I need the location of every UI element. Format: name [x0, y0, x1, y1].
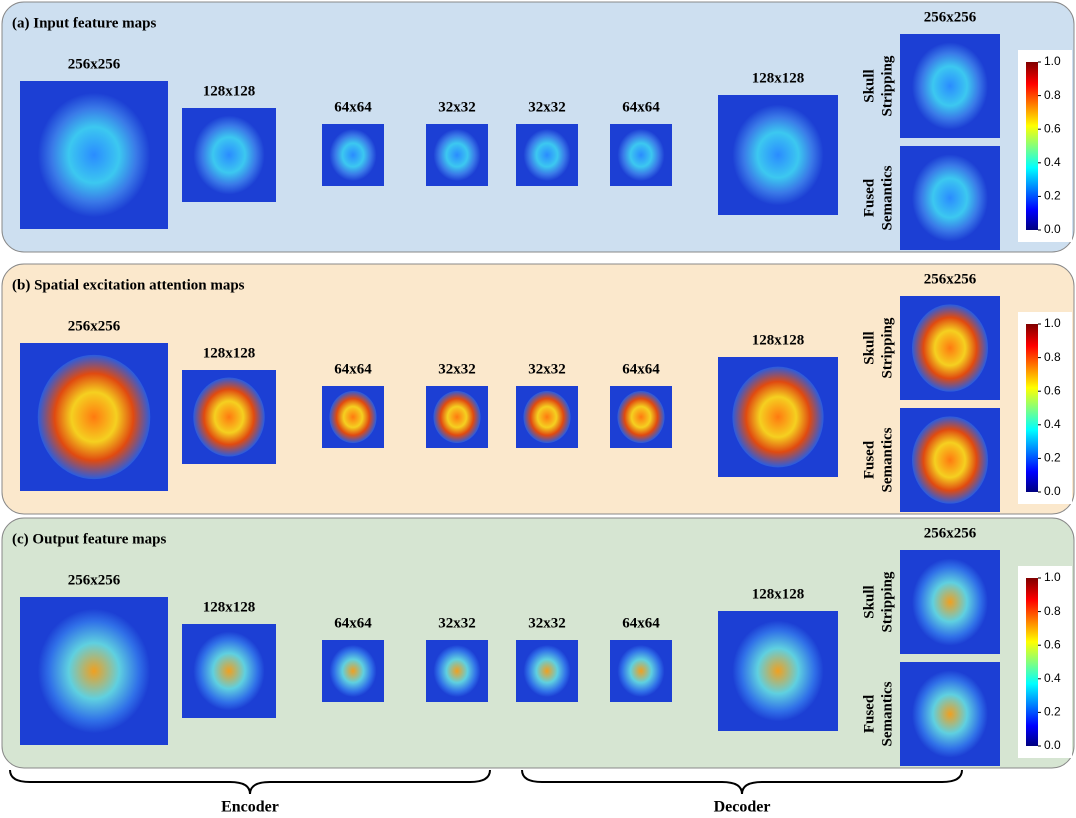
size-label: 64x64 — [334, 361, 372, 377]
size-label: 128x128 — [203, 599, 256, 615]
colorbar-tick-label: 0.2 — [1044, 705, 1061, 719]
colorbar-tick-label: 0.0 — [1044, 484, 1061, 498]
feature-map-content — [732, 620, 824, 722]
size-label: 32x32 — [528, 99, 566, 115]
side-label: Fused — [861, 694, 877, 733]
size-label: 64x64 — [622, 361, 660, 377]
feature-map-content — [523, 390, 571, 444]
feature-map-content — [37, 608, 151, 734]
side-map-content — [912, 558, 988, 646]
encoder-label: Encoder — [221, 799, 279, 816]
size-label: 32x32 — [438, 99, 476, 115]
colorbar-tick-label: 0.0 — [1044, 222, 1061, 236]
size-label: 32x32 — [528, 361, 566, 377]
side-size-label: 256x256 — [924, 9, 977, 25]
feature-map-content — [433, 128, 481, 182]
side-label: Skull — [861, 585, 877, 618]
side-map-content — [912, 416, 988, 504]
side-label: Semantics — [879, 165, 895, 230]
side-map-content — [912, 670, 988, 758]
side-size-label: 256x256 — [924, 525, 977, 541]
colorbar-tick-label: 1.0 — [1044, 570, 1061, 584]
decoder-label: Decoder — [714, 799, 771, 816]
panel-title: (b) Spatial excitation attention maps — [12, 277, 245, 293]
size-label: 32x32 — [528, 615, 566, 631]
size-label: 64x64 — [622, 615, 660, 631]
colorbar-tick-label: 1.0 — [1044, 54, 1061, 68]
size-label: 128x128 — [752, 332, 805, 348]
feature-map-content — [523, 128, 571, 182]
side-label: Stripping — [879, 571, 895, 632]
colorbar — [1026, 578, 1038, 746]
feature-map-content — [193, 377, 265, 457]
feature-map-content — [732, 104, 824, 206]
colorbar-tick-label: 0.6 — [1044, 383, 1061, 397]
feature-map-content — [617, 390, 665, 444]
panel-title: (a) Input feature maps — [12, 15, 156, 31]
size-label: 64x64 — [334, 99, 372, 115]
size-label: 256x256 — [68, 572, 121, 588]
colorbar-tick-label: 0.6 — [1044, 637, 1061, 651]
feature-map-content — [523, 644, 571, 698]
side-label: Fused — [861, 178, 877, 217]
size-label: 128x128 — [203, 83, 256, 99]
size-label: 32x32 — [438, 361, 476, 377]
size-label: 128x128 — [752, 586, 805, 602]
colorbar-tick-label: 0.2 — [1044, 451, 1061, 465]
size-label: 64x64 — [622, 99, 660, 115]
size-label: 128x128 — [752, 70, 805, 86]
colorbar-tick-label: 0.4 — [1044, 671, 1061, 685]
side-map-content — [912, 42, 988, 130]
side-size-label: 256x256 — [924, 271, 977, 287]
size-label: 256x256 — [68, 56, 121, 72]
colorbar-tick-label: 0.4 — [1044, 155, 1061, 169]
feature-map-content — [617, 644, 665, 698]
colorbar-tick-label: 0.8 — [1044, 350, 1061, 364]
side-label: Semantics — [879, 681, 895, 746]
feature-map-content — [329, 390, 377, 444]
colorbar-tick-label: 0.8 — [1044, 88, 1061, 102]
colorbar-tick-label: 0.8 — [1044, 604, 1061, 618]
side-label: Skull — [861, 331, 877, 364]
colorbar-tick-label: 1.0 — [1044, 316, 1061, 330]
side-map-content — [912, 304, 988, 392]
feature-map-content — [433, 390, 481, 444]
decoder-brace — [521, 769, 963, 795]
feature-map-content — [329, 644, 377, 698]
colorbar — [1026, 324, 1038, 492]
feature-map-content — [329, 128, 377, 182]
size-label: 32x32 — [438, 615, 476, 631]
side-map-content — [912, 154, 988, 242]
encoder-brace — [9, 769, 491, 795]
side-label: Stripping — [879, 55, 895, 116]
side-label: Fused — [861, 440, 877, 479]
colorbar — [1026, 62, 1038, 230]
feature-map-content — [37, 354, 151, 480]
colorbar-tick-label: 0.0 — [1044, 738, 1061, 752]
size-label: 64x64 — [334, 615, 372, 631]
feature-map-content — [193, 115, 265, 195]
feature-map-content — [732, 366, 824, 468]
colorbar-tick-label: 0.2 — [1044, 189, 1061, 203]
feature-map-content — [433, 644, 481, 698]
feature-map-content — [617, 128, 665, 182]
size-label: 256x256 — [68, 318, 121, 334]
size-label: 128x128 — [203, 345, 256, 361]
feature-map-content — [193, 631, 265, 711]
colorbar-tick-label: 0.4 — [1044, 417, 1061, 431]
side-label: Semantics — [879, 427, 895, 492]
colorbar-tick-label: 0.6 — [1044, 121, 1061, 135]
feature-map-content — [37, 92, 151, 218]
panel-title: (c) Output feature maps — [12, 531, 166, 547]
side-label: Skull — [861, 69, 877, 102]
side-label: Stripping — [879, 317, 895, 378]
